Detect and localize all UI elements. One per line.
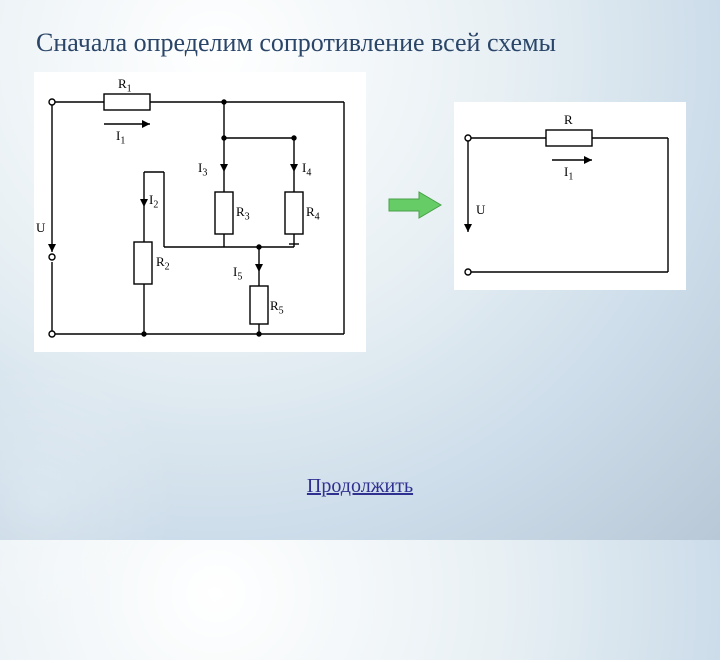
label-r4: R4: [306, 204, 320, 223]
label-i1: I1: [116, 128, 125, 147]
label-r1: R1: [118, 76, 132, 95]
label-u-left: U: [36, 220, 45, 236]
right-circuit-panel: R I1 U: [454, 102, 686, 290]
label-i5: I5: [233, 264, 242, 283]
label-i1-right: I1: [564, 164, 573, 183]
continue-link[interactable]: Продолжить: [307, 475, 413, 498]
label-r3: R3: [236, 204, 250, 223]
label-r5: R5: [270, 298, 284, 317]
label-r-right: R: [564, 112, 573, 128]
label-r2: R2: [156, 254, 170, 273]
left-circuit-panel: R1 I1 U I2 R2 I3 R3 I4 R4 I5 R5: [34, 72, 366, 352]
label-i4: I4: [302, 160, 311, 179]
label-u-right: U: [476, 202, 485, 218]
transform-arrow-icon: [385, 190, 445, 220]
label-i2: I2: [149, 192, 158, 211]
page-title: Сначала определим сопротивление всей схе…: [36, 28, 556, 58]
right-circuit-svg: [454, 102, 686, 290]
label-i3: I3: [198, 160, 207, 179]
